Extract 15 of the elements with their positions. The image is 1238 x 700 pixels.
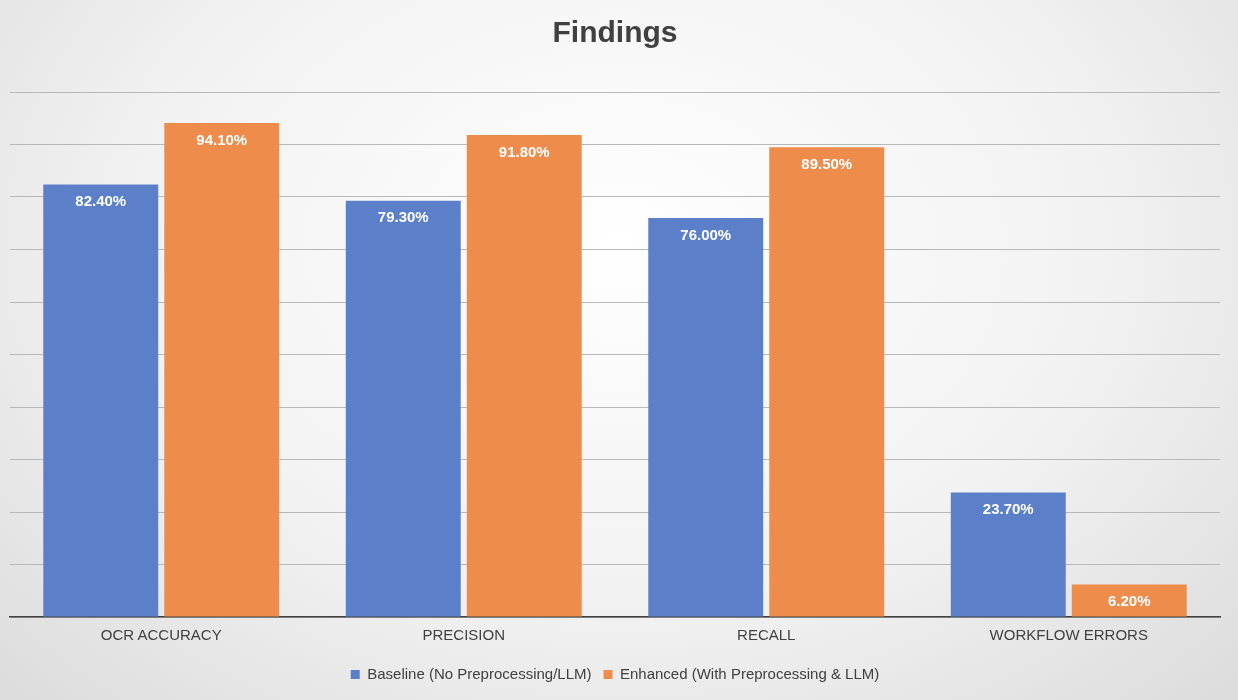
x-tick-label: RECALL <box>737 626 796 644</box>
data-label: 91.80% <box>498 142 550 160</box>
chart-title: Findings <box>552 15 678 49</box>
data-label: 89.50% <box>801 154 853 172</box>
data-label: 82.40% <box>75 192 127 210</box>
data-label: 76.00% <box>680 225 732 243</box>
data-label: 94.10% <box>196 130 248 148</box>
x-tick-label: PRECISION <box>422 626 506 644</box>
x-tick-label: WORKFLOW ERRORS <box>989 626 1148 644</box>
legend-label: Baseline (No Preprocessing/LLM) <box>367 664 592 682</box>
data-label: 23.70% <box>982 500 1034 518</box>
data-label: 6.20% <box>1107 592 1151 610</box>
data-label: 79.30% <box>377 208 429 226</box>
legend-label: Enhanced (With Preprocessing & LLM) <box>619 664 880 682</box>
x-tick-label: OCR ACCURACY <box>100 626 222 644</box>
